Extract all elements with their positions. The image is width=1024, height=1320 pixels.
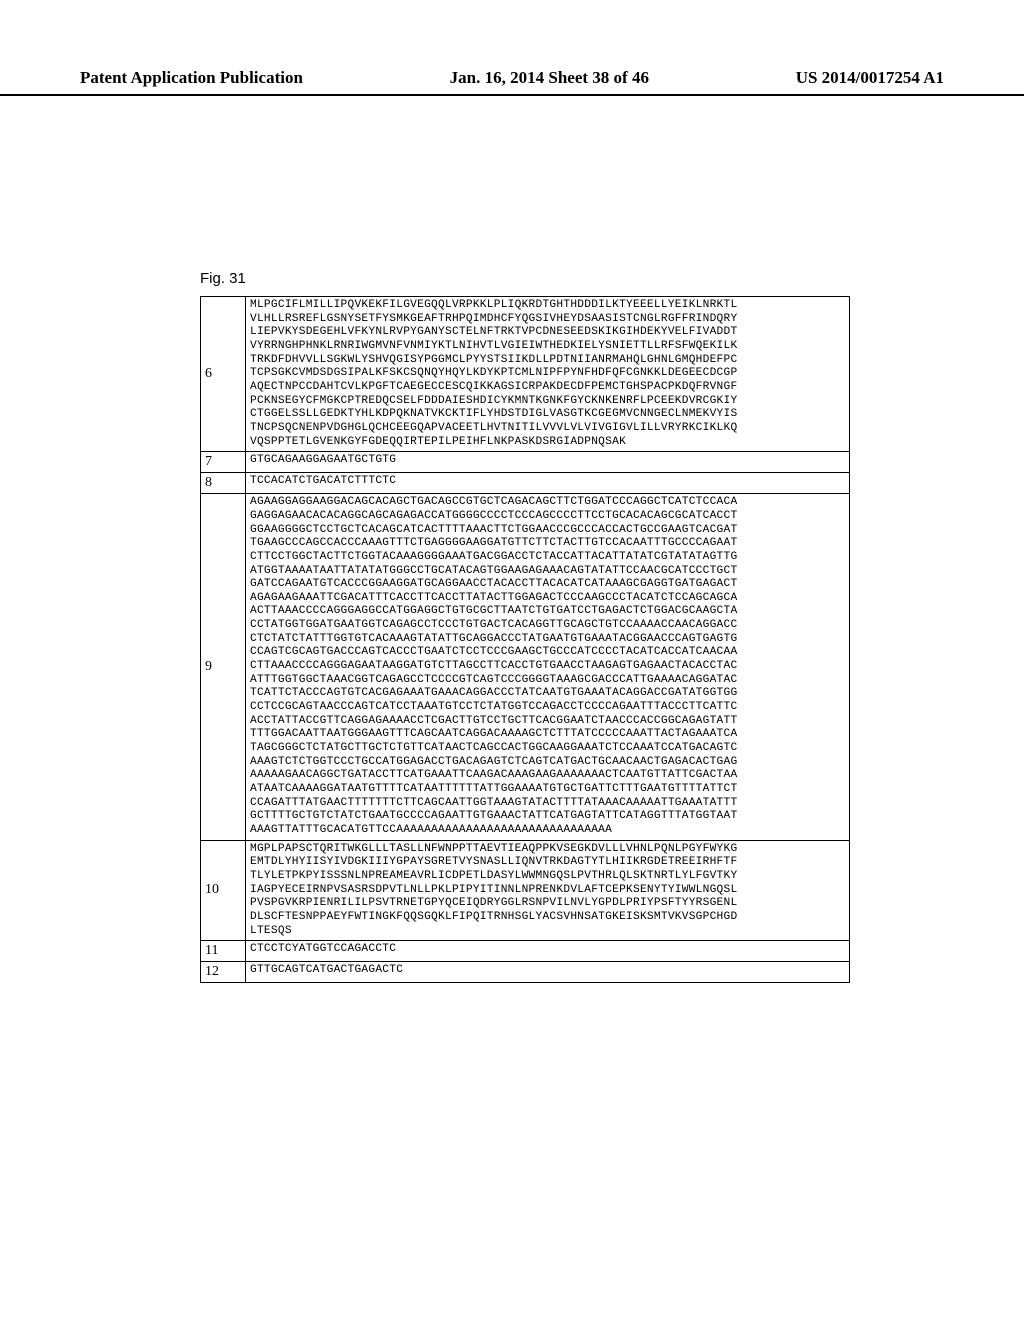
table-row: 10MGPLPAPSCTQRITWKGLLLTASLLNFWNPPTTAEVTI… [201, 840, 850, 941]
seq-id-cell: 12 [201, 962, 246, 983]
seq-text-cell: CTCCTCYATGGTCCAGACCTC [246, 941, 850, 962]
page: Patent Application Publication Jan. 16, … [0, 0, 1024, 1320]
header-right: US 2014/0017254 A1 [796, 68, 944, 88]
table-row: 9AGAAGGAGGAAGGACAGCACAGCTGACAGCCGTGCTCAG… [201, 494, 850, 840]
seq-id-cell: 10 [201, 840, 246, 941]
seq-id-cell: 7 [201, 452, 246, 473]
table-row: 12GTTGCAGTCATGACTGAGACTC [201, 962, 850, 983]
seq-id-cell: 9 [201, 494, 246, 840]
table-row: 6MLPGCIFLMILLIPQVKEKFILGVEGQQLVRPKKLPLIQ… [201, 297, 850, 452]
seq-id-cell: 11 [201, 941, 246, 962]
seq-id-cell: 6 [201, 297, 246, 452]
table-row: 8TCCACATCTGACATCTTTCTC [201, 473, 850, 494]
header-left: Patent Application Publication [80, 68, 303, 88]
figure-label: Fig. 31 [200, 270, 246, 287]
seq-text-cell: GTTGCAGTCATGACTGAGACTC [246, 962, 850, 983]
page-header: Patent Application Publication Jan. 16, … [0, 68, 1024, 96]
table-row: 11CTCCTCYATGGTCCAGACCTC [201, 941, 850, 962]
seq-text-cell: MGPLPAPSCTQRITWKGLLLTASLLNFWNPPTTAEVTIEA… [246, 840, 850, 941]
table-row: 7GTGCAGAAGGAGAATGCTGTG [201, 452, 850, 473]
seq-text-cell: MLPGCIFLMILLIPQVKEKFILGVEGQQLVRPKKLPLIQK… [246, 297, 850, 452]
seq-text-cell: AGAAGGAGGAAGGACAGCACAGCTGACAGCCGTGCTCAGA… [246, 494, 850, 840]
sequence-table-wrap: 6MLPGCIFLMILLIPQVKEKFILGVEGQQLVRPKKLPLIQ… [200, 296, 850, 983]
seq-text-cell: GTGCAGAAGGAGAATGCTGTG [246, 452, 850, 473]
seq-text-cell: TCCACATCTGACATCTTTCTC [246, 473, 850, 494]
seq-id-cell: 8 [201, 473, 246, 494]
header-center: Jan. 16, 2014 Sheet 38 of 46 [450, 68, 649, 88]
sequence-table: 6MLPGCIFLMILLIPQVKEKFILGVEGQQLVRPKKLPLIQ… [200, 296, 850, 983]
